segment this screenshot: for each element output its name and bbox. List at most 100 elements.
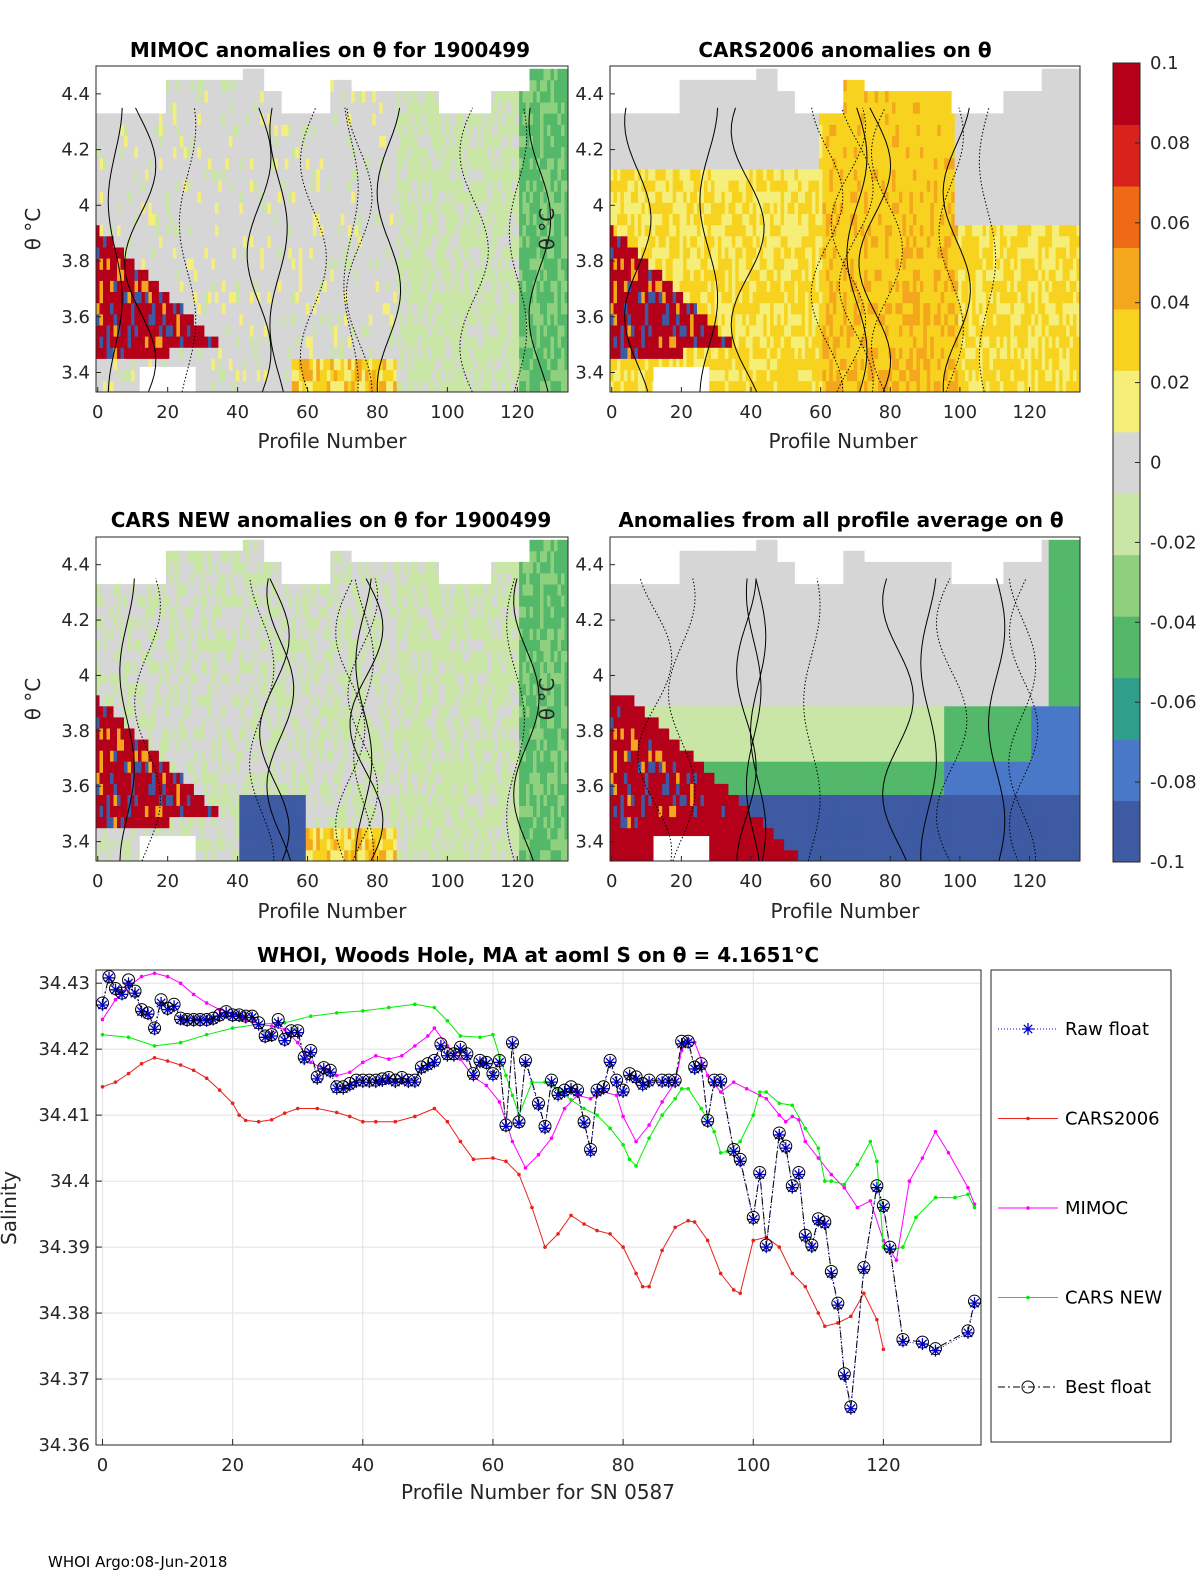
heat-cell <box>162 269 167 281</box>
heat-cell <box>239 302 244 315</box>
heat-cell <box>711 102 715 114</box>
heat-cell <box>106 247 111 259</box>
heat-cell <box>120 269 125 281</box>
heat-cell <box>267 213 272 226</box>
heat-cell <box>749 269 754 281</box>
heat-cell <box>309 157 314 170</box>
heat-cell <box>162 347 167 359</box>
heat-cell <box>417 302 422 315</box>
heat-cell <box>623 280 628 292</box>
heat-cell <box>536 124 541 136</box>
heat-cell <box>519 336 523 348</box>
heat-cell <box>438 236 443 248</box>
heat-cell <box>630 314 635 326</box>
heat-cell <box>176 258 181 270</box>
heat-cell <box>627 124 632 136</box>
heat-cell <box>554 380 558 392</box>
heat-cell <box>260 336 265 348</box>
heat-cell <box>131 280 135 292</box>
heat-cell <box>512 236 516 248</box>
heat-cell <box>501 146 506 159</box>
heat-cell <box>403 180 408 192</box>
heat-cell <box>554 191 558 203</box>
heat-cell <box>554 291 558 304</box>
heat-cell <box>505 380 509 392</box>
heat-cell <box>407 358 412 371</box>
heat-cell <box>316 269 321 281</box>
heat-cell <box>138 280 142 292</box>
heat-cell <box>505 146 509 159</box>
heat-cell <box>386 358 391 371</box>
heat-cell <box>491 124 495 136</box>
heat-cell <box>634 224 639 237</box>
heat-cell <box>141 180 146 192</box>
heat-cell <box>396 102 401 114</box>
heat-cell <box>400 113 405 125</box>
heat-cell <box>249 358 254 371</box>
heat-cell <box>547 202 551 214</box>
heat-cell <box>183 224 188 237</box>
heat-cell <box>651 302 656 315</box>
heat-cell <box>274 336 279 348</box>
heat-cell <box>221 380 226 392</box>
heat-cell <box>697 258 701 270</box>
heat-cell <box>766 91 771 103</box>
heat-cell <box>676 202 680 214</box>
heat-cell <box>679 336 684 348</box>
heat-cell <box>281 135 286 148</box>
heat-cell <box>735 113 740 125</box>
heat-cell <box>756 258 761 270</box>
heat-cell <box>379 146 384 159</box>
heat-cell <box>333 247 338 259</box>
heat-cell <box>480 191 485 203</box>
heat-cell <box>623 291 628 304</box>
heat-cell <box>117 213 121 226</box>
heat-cell <box>117 191 121 203</box>
heat-cell <box>550 380 555 392</box>
heat-cell <box>547 113 551 125</box>
heat-cell <box>749 213 754 226</box>
heat-cell <box>176 124 181 136</box>
heat-cell <box>260 180 265 192</box>
heat-cell <box>312 380 317 392</box>
heat-cell <box>96 336 100 348</box>
heat-cell <box>547 91 551 103</box>
heat-cell <box>298 258 303 270</box>
heat-cell <box>477 247 481 259</box>
heat-cell <box>204 291 209 304</box>
heat-cell <box>508 124 513 136</box>
heat-cell <box>627 258 632 270</box>
heat-cell <box>533 102 537 114</box>
heat-cell <box>281 113 286 125</box>
heat-cell <box>302 202 307 214</box>
heat-cell <box>354 314 359 326</box>
heat-cell <box>669 336 674 348</box>
heat-cell <box>323 347 328 359</box>
heat-cell <box>197 291 202 304</box>
heat-cell <box>717 347 722 359</box>
heat-cell <box>442 146 446 159</box>
heat-cell <box>225 258 230 270</box>
heat-cell <box>214 236 219 248</box>
heat-cell <box>144 336 149 348</box>
heat-cell <box>365 291 370 304</box>
heat-cell <box>249 79 254 92</box>
heat-cell <box>239 79 244 92</box>
heat-cell <box>232 314 237 326</box>
heat-cell <box>519 180 523 192</box>
heat-cell <box>756 269 761 281</box>
heat-cell <box>228 191 233 203</box>
heat-cell <box>267 113 272 125</box>
heat-cell <box>693 169 698 181</box>
heat-cell <box>165 157 170 170</box>
heat-cell <box>358 102 363 114</box>
heat-cell <box>780 258 785 270</box>
heat-cell <box>473 336 478 348</box>
heat-cell <box>731 79 736 92</box>
heat-cell <box>442 247 446 259</box>
heat-cell <box>382 113 387 125</box>
heat-cell <box>358 236 363 248</box>
heat-cell <box>186 224 191 237</box>
heat-cell <box>557 236 562 248</box>
heat-cell <box>449 169 453 181</box>
